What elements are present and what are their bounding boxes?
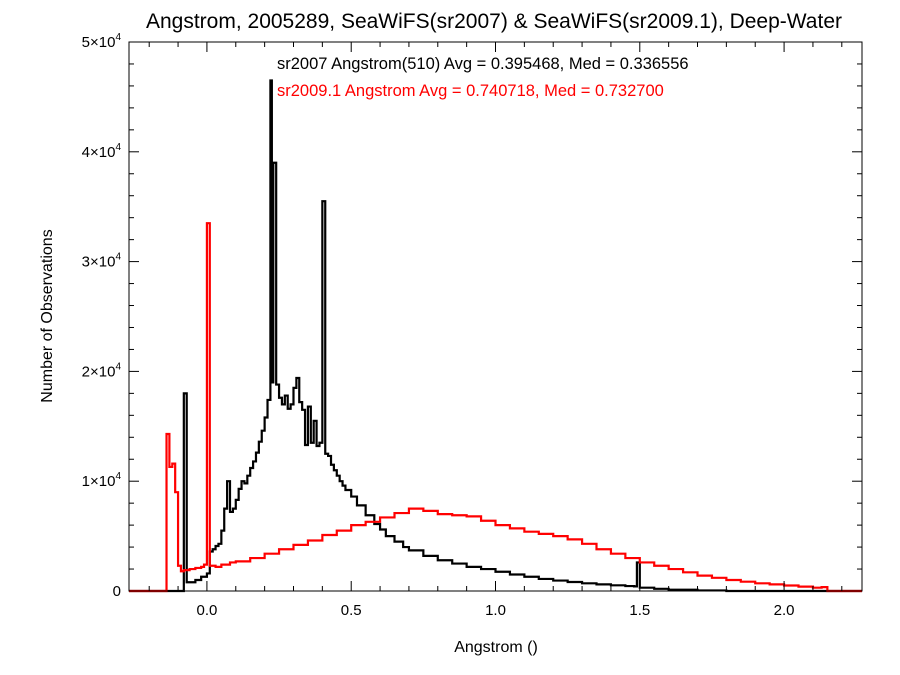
y-tick-label: 4×104 <box>82 142 122 161</box>
series-line-0 <box>129 79 862 593</box>
y-tick-label: 1×104 <box>82 471 122 490</box>
y-axis-label: Number of Observations <box>39 229 56 402</box>
y-tick-mantissa: 4×10 <box>82 144 116 161</box>
y-tick-mantissa: 2×10 <box>82 363 116 380</box>
y-tick-label: 3×104 <box>82 252 122 271</box>
plot-series-group <box>129 79 862 593</box>
y-tick-mantissa: 5×10 <box>82 34 116 51</box>
y-tick-exponent: 4 <box>115 142 121 153</box>
y-tick-exponent: 4 <box>115 471 121 482</box>
annotation-sr2009-stats: sr2009.1 Angstrom Avg = 0.740718, Med = … <box>277 82 664 100</box>
chart-title: Angstrom, 2005289, SeaWiFS(sr2007) & Sea… <box>146 10 842 33</box>
plot-frame <box>128 41 863 592</box>
y-tick-mantissa: 3×10 <box>82 254 116 271</box>
series-line-1 <box>129 222 862 593</box>
x-tick-label: 1.0 <box>485 602 506 619</box>
x-tick-label: 0.5 <box>341 602 362 619</box>
y-tick-mantissa: 0 <box>113 583 121 600</box>
y-tick-label: 5×104 <box>82 32 122 51</box>
y-tick-exponent: 4 <box>115 32 121 43</box>
x-axis-label: Angstrom () <box>454 639 538 656</box>
annotation-sr2007-stats: sr2007 Angstrom(510) Avg = 0.395468, Med… <box>277 55 689 73</box>
x-tick-label: 0.0 <box>196 602 217 619</box>
y-tick-label: 2×104 <box>82 361 122 380</box>
y-tick-exponent: 4 <box>115 252 121 263</box>
y-tick-label: 0 <box>113 583 121 600</box>
x-tick-label: 1.5 <box>629 602 650 619</box>
y-tick-mantissa: 1×10 <box>82 473 116 490</box>
x-tick-label: 2.0 <box>774 602 795 619</box>
y-tick-exponent: 4 <box>115 361 121 372</box>
x-axis: 0.0 0.5 1.0 1.5 2.0 <box>148 42 843 619</box>
